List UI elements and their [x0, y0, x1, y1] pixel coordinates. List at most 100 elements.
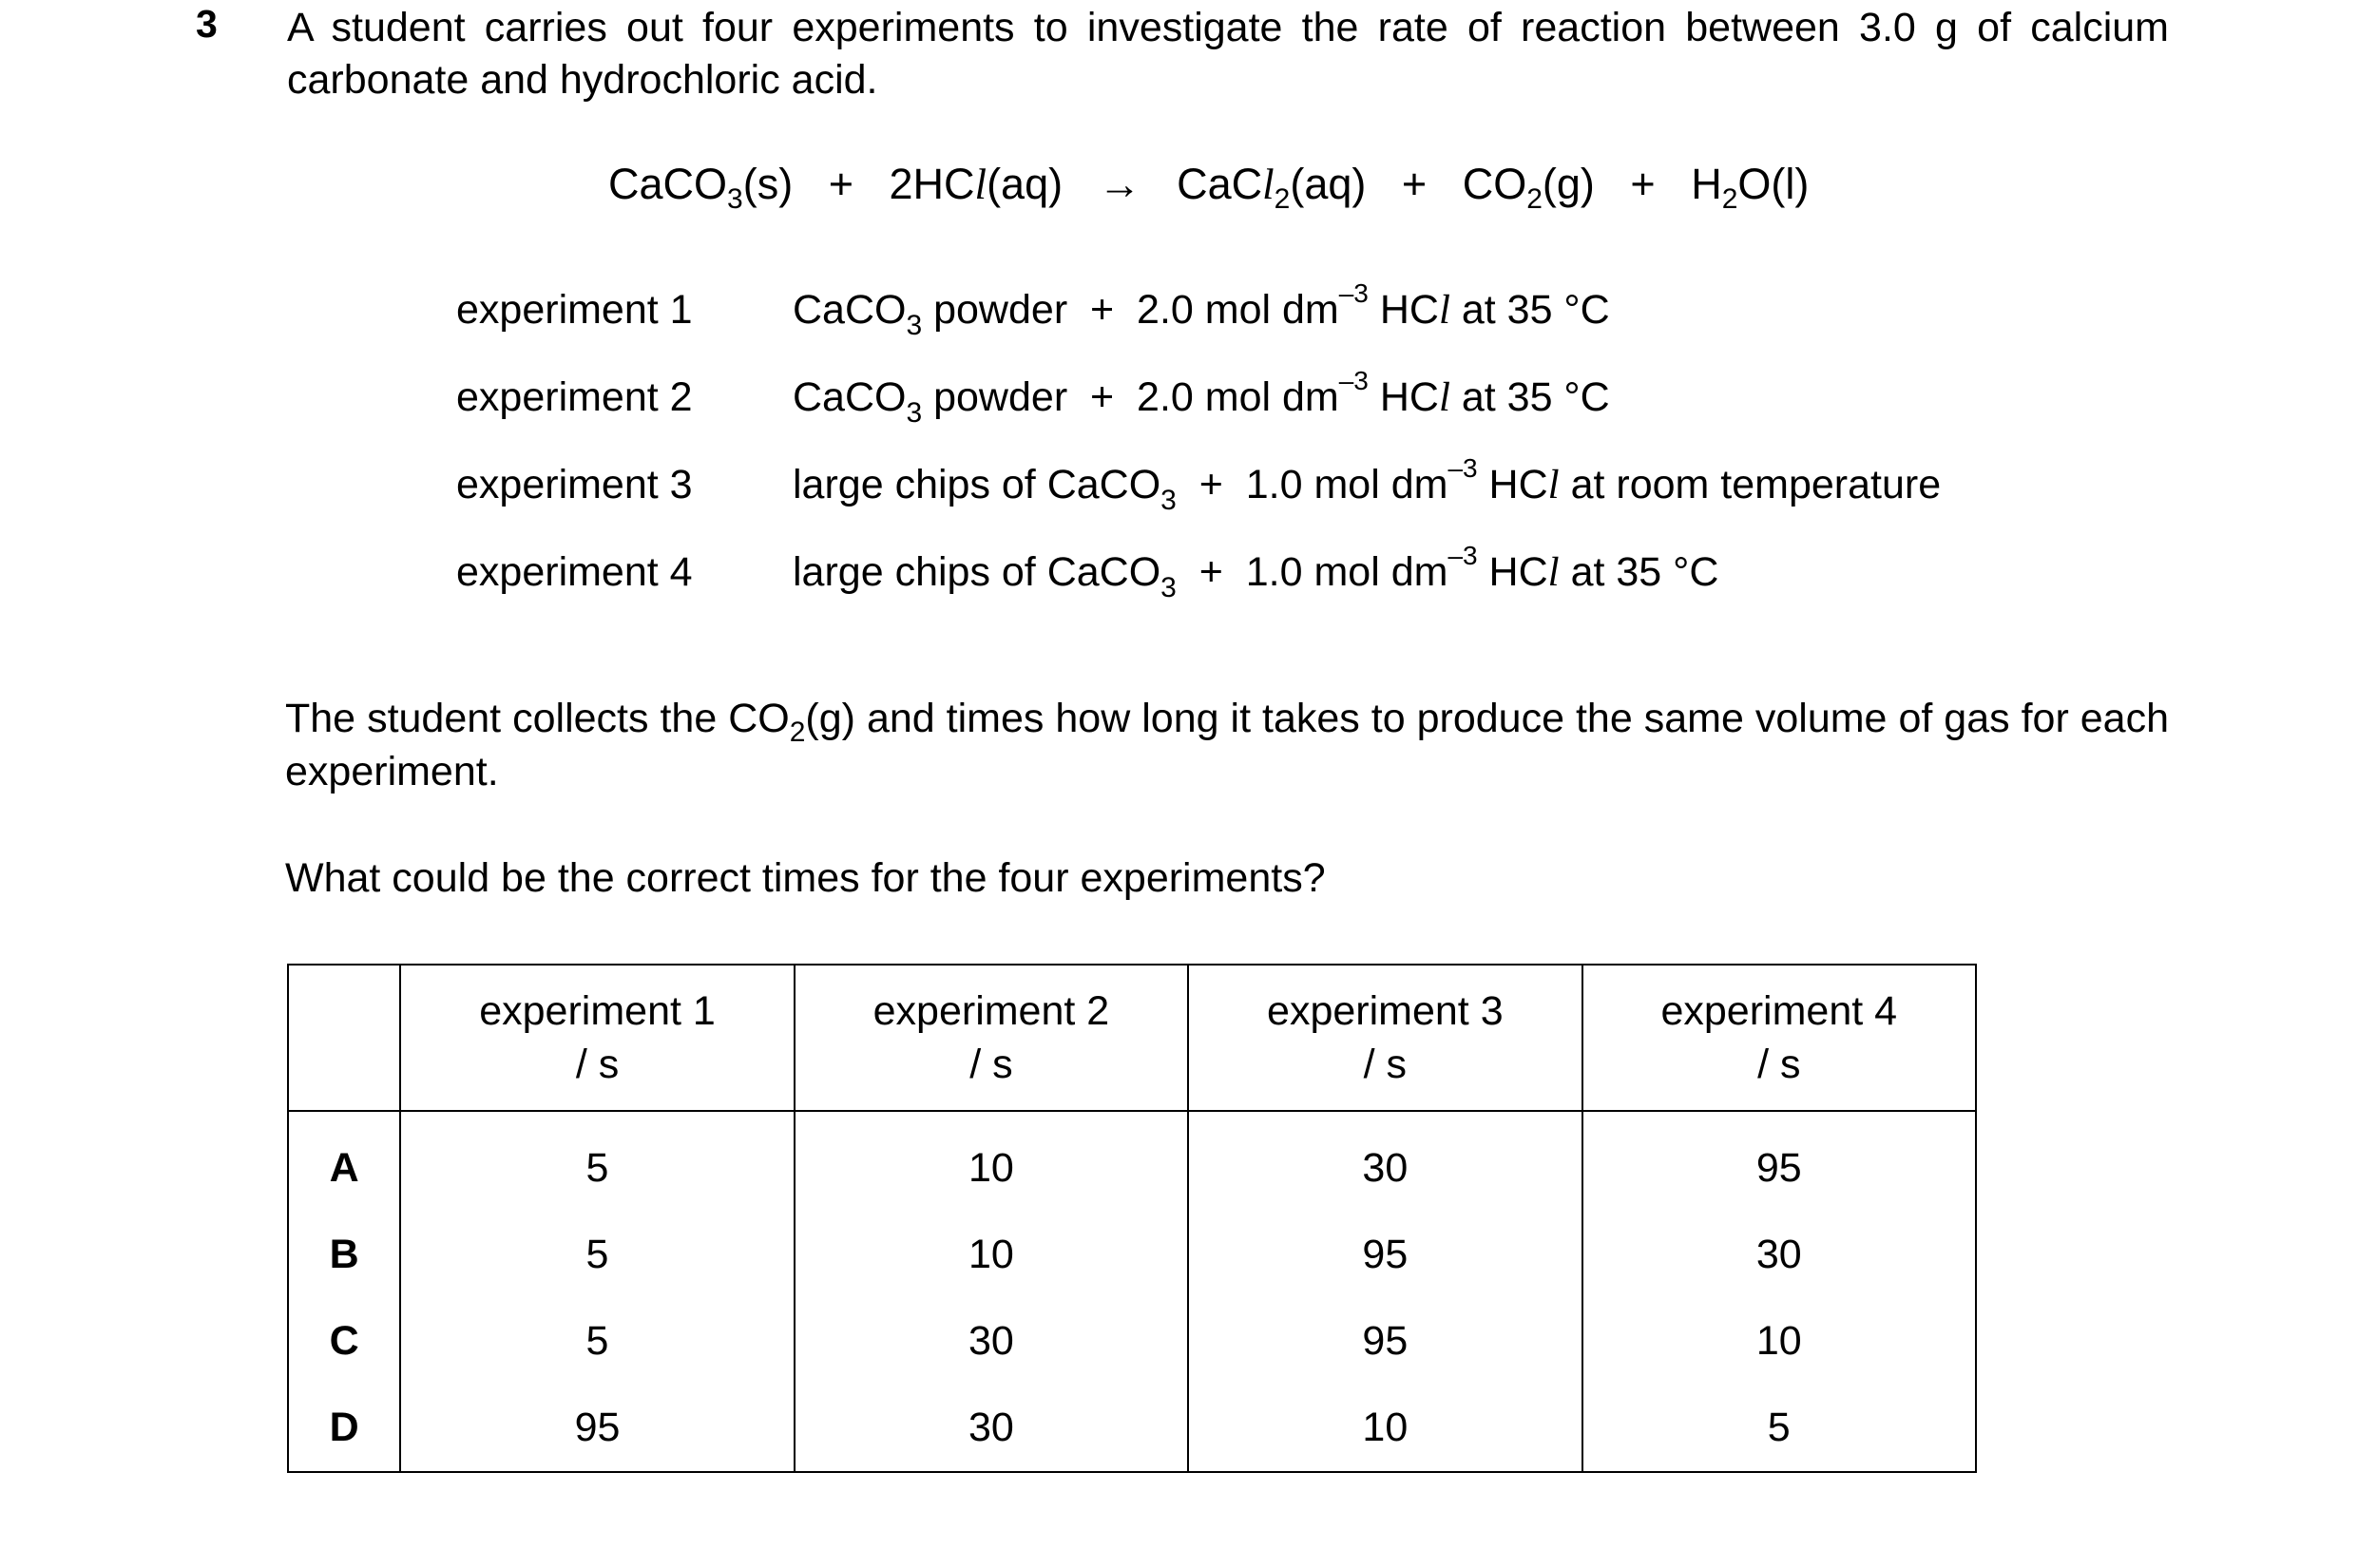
exp-text: + 1.0 mol dm — [1176, 549, 1448, 595]
table-cell: 5 — [400, 1212, 796, 1298]
table-cell: 30 — [1188, 1111, 1583, 1212]
table-cell: 95 — [1188, 1298, 1583, 1385]
experiment-description: large chips of CaCO3 + 1.0 mol dm–3 HCl … — [793, 455, 1942, 515]
exp-text: HC — [1477, 462, 1548, 507]
exp-text: at 35 °C — [1449, 374, 1610, 420]
table-header-row: experiment 1 / s experiment 2 / s experime… — [288, 965, 1976, 1112]
experiment-row: experiment 1 CaCO3 powder + 2.0 mol dm–3… — [456, 280, 1610, 427]
header-unit: / s — [575, 1042, 620, 1087]
header-line: experiment 3 — [1267, 988, 1504, 1034]
table-header: experiment 2 / s — [794, 965, 1190, 1112]
eq-plus: + — [1401, 160, 1428, 208]
eq-product3-sub: 2 — [1721, 183, 1738, 215]
exp-sub: 3 — [1160, 485, 1177, 516]
question-intro: A student carries out four experiments t… — [287, 5, 2169, 103]
exp-text: large chips of CaCO — [793, 549, 1161, 595]
option-key[interactable]: D — [288, 1385, 402, 1472]
eq-product1-l: l — [1262, 161, 1275, 208]
experiment-row: experiment 2 CaCO3 powder + 2.0 mol dm–3… — [456, 368, 1610, 514]
exp-text: powder + 2.0 mol dm — [922, 287, 1339, 333]
exp-text: HC — [1368, 374, 1439, 420]
table-header: experiment 4 / s — [1582, 965, 1976, 1112]
para-text: The student collects the CO — [285, 696, 790, 741]
table-header: experiment 1 / s — [400, 965, 796, 1112]
table-cell: 95 — [400, 1385, 796, 1472]
exp-text: at 35 °C — [1559, 549, 1719, 595]
header-unit: / s — [1363, 1042, 1408, 1087]
option-key[interactable]: A — [288, 1111, 402, 1212]
eq-product1-sub: 2 — [1274, 183, 1291, 215]
exp-text: at 35 °C — [1449, 287, 1610, 333]
exp-italic-l: l — [1438, 288, 1450, 333]
table-cell: 95 — [1755, 1145, 1802, 1191]
header-line: experiment 4 — [1660, 988, 1898, 1034]
exp-italic-l: l — [1547, 550, 1560, 595]
para-text: (g) and times how long it takes to produ… — [285, 696, 2169, 794]
table-cell: 10 — [1755, 1318, 1802, 1364]
option-key[interactable]: C — [288, 1298, 402, 1385]
eq-reactant1-state: (s) — [742, 160, 794, 208]
table-cell: 10 — [794, 1111, 1190, 1212]
exp-text: HC — [1477, 549, 1548, 595]
experiment-description: CaCO3 powder + 2.0 mol dm–3 HCl at 35 °C — [793, 368, 1610, 428]
experiment-label: experiment 2 — [456, 374, 693, 420]
exp-italic-l: l — [1547, 463, 1560, 507]
table-cell: 30 — [1755, 1232, 1802, 1277]
table-cell: 30 — [794, 1385, 1190, 1472]
table-header-blank — [288, 965, 402, 1112]
exp-sub: 3 — [906, 310, 923, 341]
exp-sup: –3 — [1447, 453, 1478, 483]
table-header: experiment 3 / s — [1188, 965, 1583, 1112]
eq-reactant2: 2HC — [889, 160, 975, 208]
table-cell: 95 — [1188, 1212, 1583, 1298]
eq-reactant2-state: (aq) — [987, 160, 1064, 208]
exp-sup: –3 — [1338, 278, 1369, 308]
experiment-row: experiment 3 large chips of CaCO3 + 1.0 … — [456, 455, 1941, 602]
exp-text: at room temperature — [1559, 462, 1942, 507]
experiment-label: experiment 3 — [456, 462, 693, 507]
option-key[interactable]: B — [288, 1212, 402, 1298]
question-number: 3 — [196, 2, 218, 46]
eq-product2: CO — [1462, 160, 1527, 208]
eq-product1: CaC — [1177, 160, 1263, 208]
exp-sup: –3 — [1338, 366, 1369, 395]
eq-product2-state: (g) — [1542, 160, 1595, 208]
table-cell: 5 — [400, 1111, 796, 1212]
exp-text: large chips of CaCO — [793, 462, 1161, 507]
experiment-description: large chips of CaCO3 + 1.0 mol dm–3 HCl … — [793, 543, 1719, 602]
experiment-label: experiment 4 — [456, 549, 693, 595]
exp-text: CaCO — [793, 374, 907, 420]
eq-product1-state: (aq) — [1290, 160, 1367, 208]
table-cell: 5 — [1767, 1405, 1791, 1450]
eq-plus: + — [1630, 160, 1656, 208]
exp-text: powder + 2.0 mol dm — [922, 374, 1339, 420]
para-sub: 2 — [789, 717, 806, 748]
eq-reactant1-sub: 3 — [727, 183, 743, 215]
header-line: experiment 1 — [479, 988, 716, 1034]
table-row: D 95 30 10 5 — [288, 1385, 1976, 1472]
answer-table: experiment 1 / s experiment 2 / s experime… — [287, 964, 1977, 1473]
exp-text: HC — [1368, 287, 1439, 333]
collection-paragraph: The student collects the CO2(g) and time… — [285, 692, 2169, 798]
exp-text: + 1.0 mol dm — [1176, 462, 1448, 507]
exp-italic-l: l — [1438, 375, 1450, 420]
eq-arrow: → — [1098, 160, 1141, 208]
experiment-row: experiment 4 large chips of CaCO3 + 1.0 … — [456, 543, 1718, 689]
eq-reactant1: CaCO — [608, 160, 728, 208]
table-row: A 5 10 30 95 — [288, 1111, 1976, 1212]
table-row: C 5 30 95 10 — [288, 1298, 1976, 1385]
table-row: B 5 10 95 30 — [288, 1212, 1976, 1298]
header-unit: / s — [969, 1042, 1013, 1087]
exp-sup: –3 — [1447, 541, 1478, 570]
question-prompt: What could be the correct times for the … — [285, 855, 1326, 901]
table-cell: 30 — [794, 1298, 1190, 1385]
reaction-equation: CaCO3(s) + 2HCl(aq) → CaCl2(aq) + CO2(g)… — [608, 160, 1809, 214]
exp-text: CaCO — [793, 287, 907, 333]
experiment-description: CaCO3 powder + 2.0 mol dm–3 HCl at 35 °C — [793, 280, 1610, 340]
table-cell: 10 — [1188, 1385, 1583, 1472]
header-line: experiment 2 — [872, 988, 1110, 1034]
exp-sub: 3 — [906, 397, 923, 429]
exp-sub: 3 — [1160, 572, 1177, 603]
eq-plus: + — [828, 160, 853, 208]
header-unit: / s — [1757, 1042, 1801, 1087]
